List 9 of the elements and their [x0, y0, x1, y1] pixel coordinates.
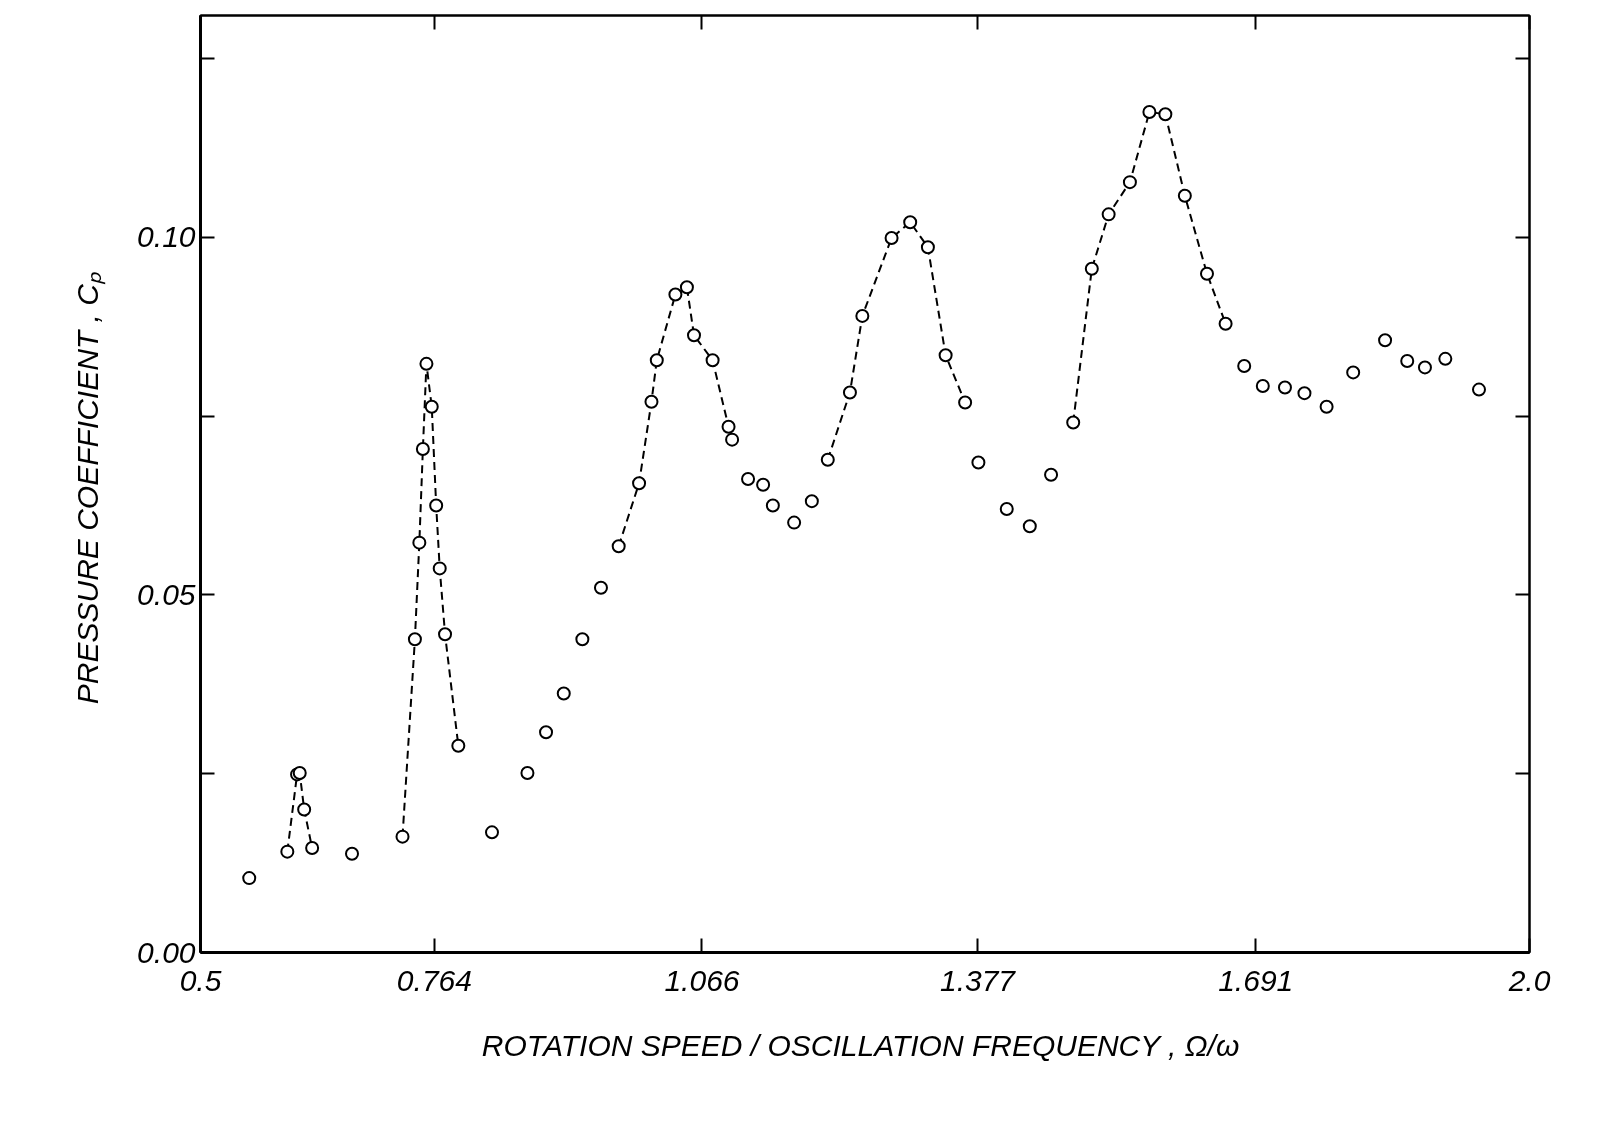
y-tick-label: 0.05: [137, 577, 196, 611]
y-axis-title: PRESSURE COEFFICIENT , Cₚ: [71, 271, 107, 705]
x-tick-label: 2.0: [1507, 963, 1551, 997]
x-tick-label: 0.764: [396, 963, 472, 997]
x-tick-label: 1.066: [664, 963, 740, 997]
x-tick-label: 1.377: [939, 963, 1017, 997]
y-tick-label: 0.10: [137, 220, 196, 254]
x-tick-label: 1.691: [1218, 963, 1294, 997]
x-axis-title: ROTATION SPEED / OSCILLATION FREQUENCY , Ω/ω: [481, 1028, 1240, 1062]
